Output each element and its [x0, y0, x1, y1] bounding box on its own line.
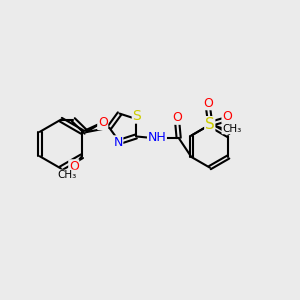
Text: O: O: [98, 116, 108, 130]
Text: CH₃: CH₃: [222, 124, 242, 134]
Text: S: S: [205, 117, 214, 132]
Text: O: O: [69, 160, 79, 173]
Text: O: O: [203, 97, 213, 110]
Text: O: O: [172, 111, 182, 124]
Text: S: S: [132, 109, 141, 123]
Text: CH₃: CH₃: [57, 170, 76, 180]
Text: O: O: [222, 110, 232, 123]
Text: N: N: [113, 136, 123, 149]
Text: NH: NH: [148, 131, 166, 144]
